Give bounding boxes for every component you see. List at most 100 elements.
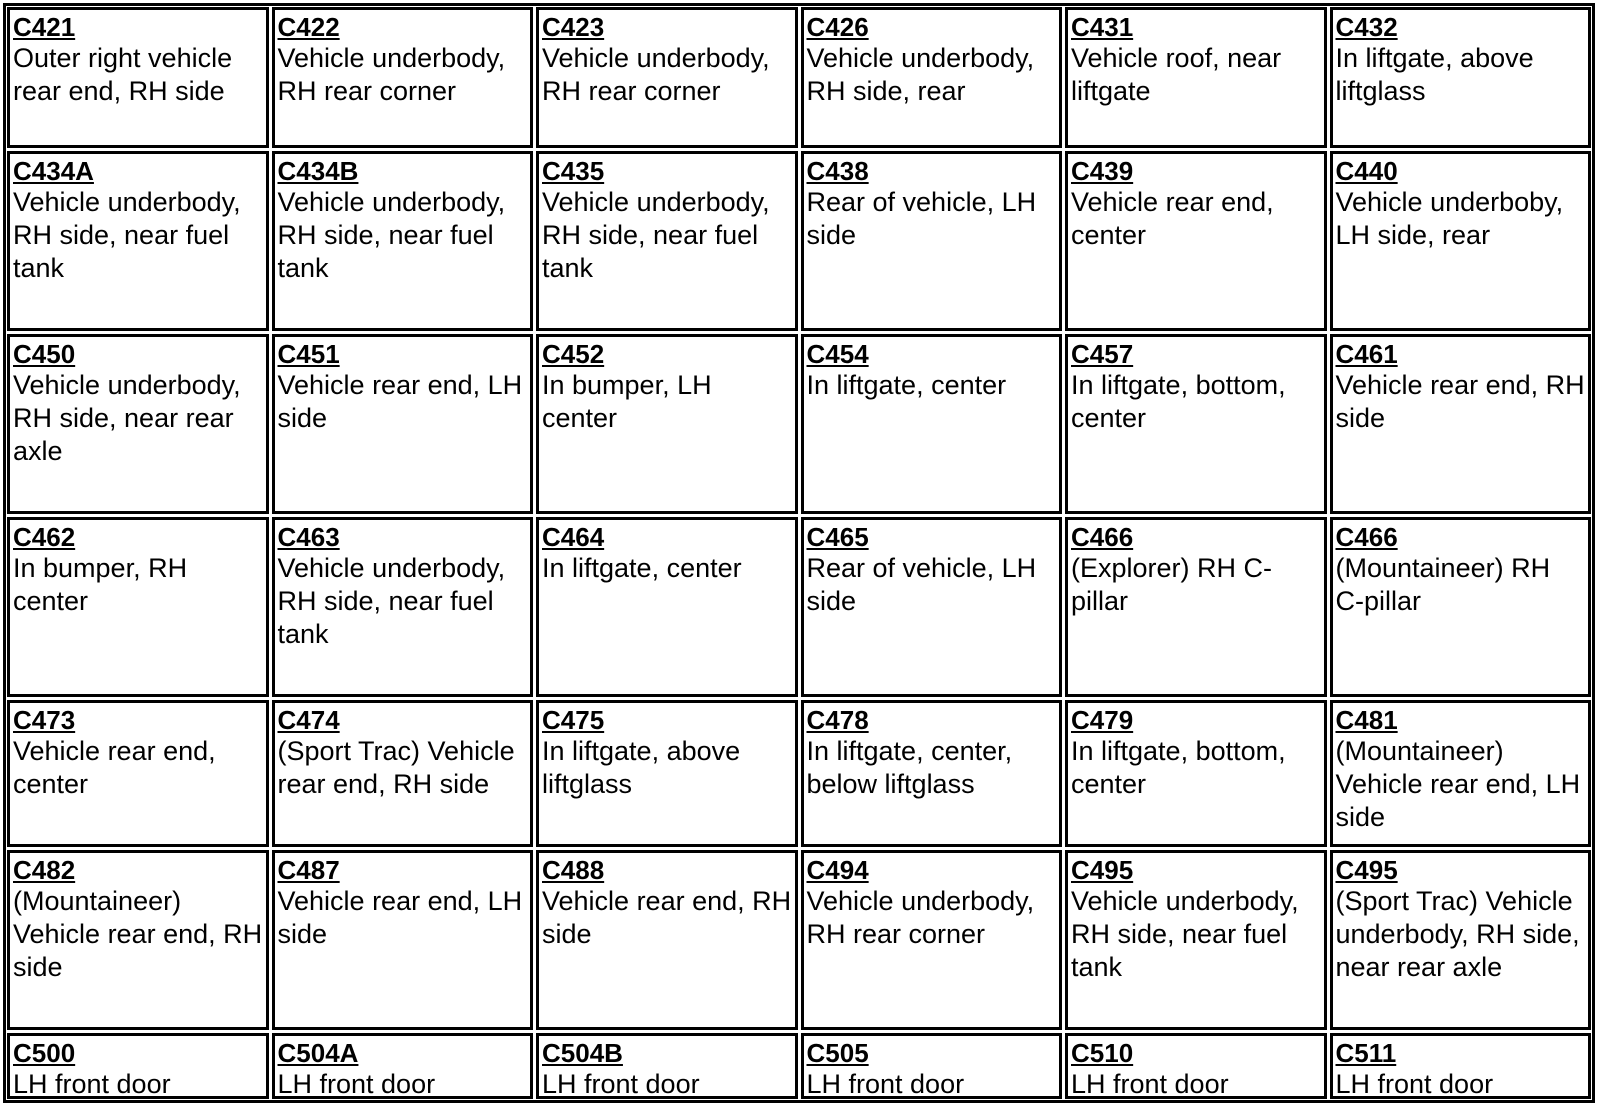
connector-code[interactable]: C481 xyxy=(1335,705,1398,735)
connector-location: Vehicle roof, near liftgate xyxy=(1071,43,1282,106)
connector-code[interactable]: C482 xyxy=(13,855,76,885)
connector-code[interactable]: C423 xyxy=(542,12,605,42)
connector-location-table: C421 Outer right vehicle rear end, RH sid… xyxy=(3,3,1595,1103)
connector-location: LH front door xyxy=(542,1069,700,1099)
table-cell: C439 Vehicle rear end, center xyxy=(1065,151,1327,331)
connector-code[interactable]: C510 xyxy=(1071,1038,1134,1068)
connector-location: LH front door xyxy=(1071,1069,1229,1099)
table-cell: C466 (Explorer) RH C-pillar xyxy=(1065,517,1327,697)
table-cell: C466 (Mountaineer) RH C-pillar xyxy=(1329,517,1591,697)
connector-code[interactable]: C461 xyxy=(1335,339,1398,369)
connector-code[interactable]: C466 xyxy=(1335,522,1398,552)
connector-code[interactable]: C464 xyxy=(542,522,605,552)
table-cell: C431 Vehicle roof, near liftgate xyxy=(1065,7,1327,148)
connector-code[interactable]: C426 xyxy=(806,12,869,42)
connector-location: In liftgate, bottom, center xyxy=(1071,370,1286,433)
connector-location: Vehicle underbody, RH side, rear xyxy=(806,43,1035,106)
connector-location: Vehicle underbody, RH rear corner xyxy=(277,43,506,106)
table-cell: C432 In liftgate, above liftglass xyxy=(1329,7,1591,148)
table-cell: C488 Vehicle rear end, RH side xyxy=(536,850,798,1030)
connector-code[interactable]: C432 xyxy=(1335,12,1398,42)
connector-code[interactable]: C450 xyxy=(13,339,76,369)
connector-code[interactable]: C463 xyxy=(277,522,340,552)
table-cell: C495 Vehicle underbody, RH side, near fue… xyxy=(1065,850,1327,1030)
connector-location: Vehicle rear end, RH side xyxy=(1335,370,1585,433)
connector-code[interactable]: C451 xyxy=(277,339,340,369)
table-cell: C434B Vehicle underbody, RH side, near fu… xyxy=(271,151,533,331)
connector-code[interactable]: C431 xyxy=(1071,12,1134,42)
connector-location: LH front door xyxy=(13,1069,171,1099)
table-cell: C421 Outer right vehicle rear end, RH sid… xyxy=(7,7,269,148)
table-cell: C435 Vehicle underbody, RH side, near fue… xyxy=(536,151,798,331)
connector-code[interactable]: C438 xyxy=(806,156,869,186)
table-cell: C464 In liftgate, center xyxy=(536,517,798,697)
table-cell: C473 Vehicle rear end, center xyxy=(7,700,269,847)
table-cell: C478 In liftgate, center, below liftglass xyxy=(800,700,1062,847)
connector-location: Vehicle rear end, RH side xyxy=(542,886,792,949)
connector-code[interactable]: C440 xyxy=(1335,156,1398,186)
connector-code[interactable]: C487 xyxy=(277,855,340,885)
connector-code[interactable]: C511 xyxy=(1335,1038,1397,1068)
connector-location: LH front door xyxy=(1335,1069,1494,1099)
table-cell: C438 Rear of vehicle, LH side xyxy=(800,151,1062,331)
connector-code[interactable]: C479 xyxy=(1071,705,1134,735)
table-cell: C511 LH front door xyxy=(1329,1033,1591,1099)
connector-location: Rear of vehicle, LH side xyxy=(806,553,1037,616)
connector-code[interactable]: C494 xyxy=(806,855,869,885)
connector-location: Vehicle underboby, LH side, rear xyxy=(1335,187,1564,250)
connector-code[interactable]: C495 xyxy=(1071,855,1134,885)
table-cell: C454 In liftgate, center xyxy=(800,334,1062,514)
connector-code[interactable]: C434B xyxy=(277,156,359,186)
connector-location: Vehicle underbody, RH side, near rear ax… xyxy=(13,370,241,466)
connector-code[interactable]: C439 xyxy=(1071,156,1134,186)
table-cell: C462 In bumper, RH center xyxy=(7,517,269,697)
table-cell: C434A Vehicle underbody, RH side, near fu… xyxy=(7,151,269,331)
connector-location: In bumper, RH center xyxy=(13,553,188,616)
connector-code[interactable]: C495 xyxy=(1335,855,1398,885)
connector-location: In bumper, LH center xyxy=(542,370,712,433)
table-cell: C504A LH front door xyxy=(271,1033,533,1099)
connector-code[interactable]: C454 xyxy=(806,339,869,369)
table-cell: C474 (Sport Trac) Vehicle rear end, RH si… xyxy=(271,700,533,847)
table-cell: C426 Vehicle underbody, RH side, rear xyxy=(800,7,1062,148)
connector-code[interactable]: C466 xyxy=(1071,522,1134,552)
connector-location: Vehicle rear end, LH side xyxy=(277,370,523,433)
connector-code[interactable]: C462 xyxy=(13,522,76,552)
connector-code[interactable]: C452 xyxy=(542,339,605,369)
connector-code[interactable]: C475 xyxy=(542,705,605,735)
connector-code[interactable]: C500 xyxy=(13,1038,76,1068)
connector-code[interactable]: C434A xyxy=(13,156,94,186)
connector-code[interactable]: C504B xyxy=(542,1038,623,1068)
connector-code[interactable]: C488 xyxy=(542,855,605,885)
table-cell: C451 Vehicle rear end, LH side xyxy=(271,334,533,514)
connector-code[interactable]: C422 xyxy=(277,12,340,42)
connector-location: (Mountaineer) Vehicle rear end, LH side xyxy=(1335,736,1581,832)
connector-code[interactable]: C504A xyxy=(277,1038,359,1068)
connector-code[interactable]: C474 xyxy=(277,705,340,735)
table-cell: C504B LH front door xyxy=(536,1033,798,1099)
table-cell: C510 LH front door xyxy=(1065,1033,1327,1099)
connector-code[interactable]: C465 xyxy=(806,522,869,552)
connector-location: (Sport Trac) Vehicle rear end, RH side xyxy=(277,736,515,799)
table-cell: C482 (Mountaineer) Vehicle rear end, RH s… xyxy=(7,850,269,1030)
table-cell: C463 Vehicle underbody, RH side, near fue… xyxy=(271,517,533,697)
connector-code[interactable]: C505 xyxy=(806,1038,869,1068)
connector-location: Vehicle rear end, center xyxy=(13,736,216,799)
table-cell: C465 Rear of vehicle, LH side xyxy=(800,517,1062,697)
table-cell: C423 Vehicle underbody, RH rear corner xyxy=(536,7,798,148)
table-cell: C457 In liftgate, bottom, center xyxy=(1065,334,1327,514)
connector-location: Vehicle underbody, RH rear corner xyxy=(542,43,770,106)
table-cell: C487 Vehicle rear end, LH side xyxy=(271,850,533,1030)
connector-code[interactable]: C421 xyxy=(13,12,76,42)
connector-code[interactable]: C457 xyxy=(1071,339,1134,369)
table-cell: C505 LH front door xyxy=(800,1033,1062,1099)
connector-location: In liftgate, center xyxy=(542,553,742,583)
connector-code[interactable]: C435 xyxy=(542,156,605,186)
connector-code[interactable]: C478 xyxy=(806,705,869,735)
connector-code[interactable]: C473 xyxy=(13,705,76,735)
connector-location: (Sport Trac) Vehicle underbody, RH side,… xyxy=(1335,886,1580,982)
table-cell: C440 Vehicle underboby, LH side, rear xyxy=(1329,151,1591,331)
table-cell: C450 Vehicle underbody, RH side, near rea… xyxy=(7,334,269,514)
connector-location: Rear of vehicle, LH side xyxy=(806,187,1037,250)
connector-location: Vehicle underbody, RH side, near fuel ta… xyxy=(277,553,506,649)
